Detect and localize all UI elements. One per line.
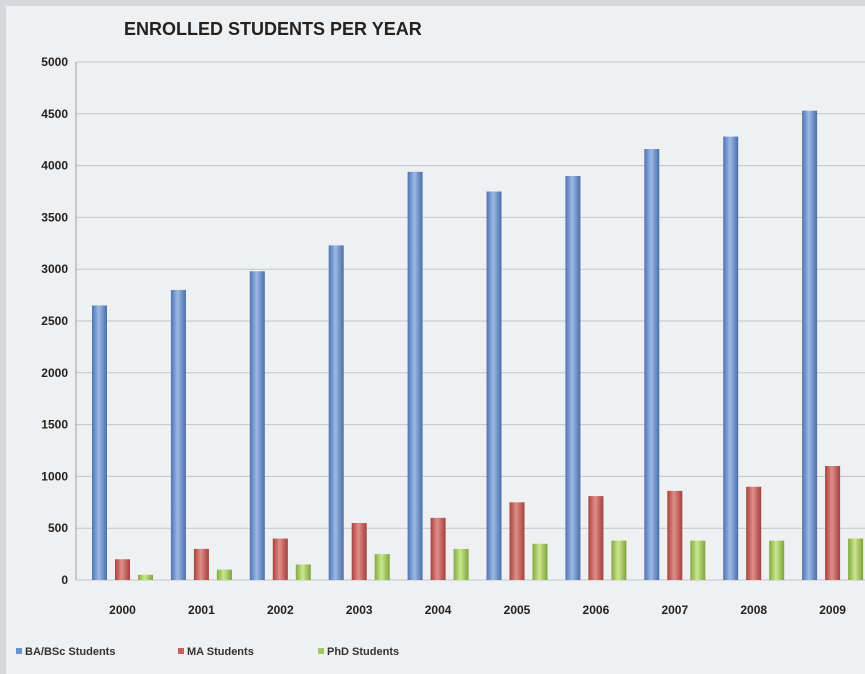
- bar-ba-bsc-students-2006: [565, 175, 581, 580]
- bar-ba-bsc-students-2001: [170, 289, 186, 580]
- chart-title: ENROLLED STUDENTS PER YEAR: [124, 19, 422, 39]
- bar-phd-students-2007: [690, 540, 706, 580]
- legend-label: BA/BSc Students: [25, 646, 115, 658]
- x-tick-label: 2001: [188, 603, 215, 617]
- x-tick-label: 2007: [661, 603, 688, 617]
- y-axis: 0 500 1000 1500 2000 2500 3000 3500 4000 4500 5000: [41, 55, 77, 587]
- y-tick-label: 2000: [41, 366, 68, 380]
- bar-ba-bsc-students-2000: [92, 305, 107, 580]
- y-tick-label: 4000: [41, 159, 68, 173]
- y-tick-label: 3000: [41, 262, 68, 276]
- x-tick-label: 2006: [583, 603, 610, 617]
- x-tick-label: 2009: [819, 603, 846, 617]
- x-tick-label: 2005: [504, 603, 531, 617]
- bar-phd-students-2008: [769, 540, 785, 580]
- legend-label: PhD Students: [327, 646, 399, 658]
- gridlines: [76, 61, 865, 581]
- y-tick-label: 0: [61, 573, 68, 587]
- bar-ma-students-2008: [746, 486, 762, 580]
- bar-ma-students-2002: [272, 538, 288, 580]
- bar-phd-students-2004: [453, 548, 469, 580]
- chart-frame: ENROLLED STUDENTS PER YEAR 0 500 1000 1500 2…: [6, 6, 865, 674]
- bar-ma-students-2005: [509, 502, 525, 580]
- bar-ma-students-2001: [193, 548, 209, 580]
- legend-swatch: [318, 648, 324, 654]
- bar-phd-students-2001: [216, 569, 232, 580]
- y-tick-label: 5000: [41, 55, 68, 69]
- bars: [92, 110, 864, 581]
- bar-phd-students-2000: [138, 574, 153, 580]
- bar-ma-students-2007: [667, 490, 683, 580]
- legend-swatch: [178, 648, 184, 654]
- bar-ba-bsc-students-2002: [249, 271, 265, 580]
- y-tick-label: 1500: [41, 418, 68, 432]
- bar-phd-students-2003: [374, 554, 390, 580]
- bar-ba-bsc-students-2003: [328, 245, 344, 580]
- bar-phd-students-2009: [848, 538, 864, 580]
- bar-phd-students-2006: [611, 540, 627, 580]
- x-tick-label: 2002: [267, 603, 294, 617]
- x-tick-label: 2004: [425, 603, 452, 617]
- y-tick-label: 500: [48, 521, 68, 535]
- bar-ma-students-2003: [351, 523, 367, 580]
- y-tick-label: 3500: [41, 210, 68, 224]
- x-tick-label: 2000: [109, 603, 136, 617]
- legend-swatch: [16, 648, 22, 654]
- x-axis: 2000 2001 2002 2003 2004 2005 2006 2007 2008 2009: [109, 603, 846, 617]
- bar-ma-students-2004: [430, 517, 446, 580]
- bar-chart: ENROLLED STUDENTS PER YEAR 0 500 1000 1500 2…: [16, 19, 865, 658]
- bar-phd-students-2005: [532, 543, 548, 580]
- bar-ma-students-2009: [825, 466, 841, 580]
- bar-ba-bsc-students-2004: [407, 171, 423, 581]
- bar-ma-students-2006: [588, 496, 604, 580]
- bar-ba-bsc-students-2008: [723, 136, 739, 581]
- bar-ba-bsc-students-2007: [644, 149, 660, 581]
- y-tick-label: 4500: [41, 107, 68, 121]
- legend: BA/BSc Students MA Students PhD Students: [16, 646, 399, 658]
- x-tick-label: 2008: [740, 603, 767, 617]
- legend-label: MA Students: [187, 646, 254, 658]
- bar-ma-students-2000: [115, 559, 130, 580]
- bar-ba-bsc-students-2009: [802, 110, 818, 580]
- x-tick-label: 2003: [346, 603, 373, 617]
- y-tick-label: 2500: [41, 314, 68, 328]
- bar-phd-students-2002: [295, 564, 311, 580]
- y-tick-label: 1000: [41, 469, 68, 483]
- bar-ba-bsc-students-2005: [486, 191, 502, 580]
